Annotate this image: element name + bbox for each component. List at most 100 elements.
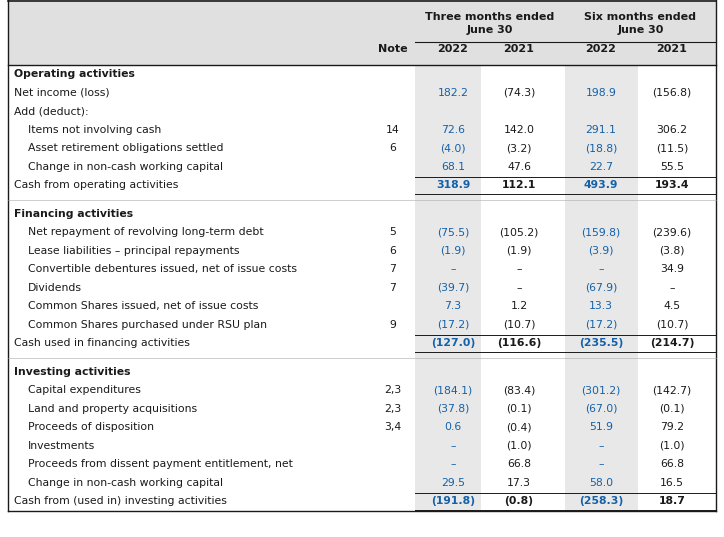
Text: (4.0): (4.0)	[440, 143, 466, 153]
Text: (0.1): (0.1)	[659, 404, 685, 413]
Text: (214.7): (214.7)	[650, 338, 694, 349]
Text: 3,4: 3,4	[384, 422, 402, 432]
Text: 318.9: 318.9	[436, 180, 470, 190]
Text: (105.2): (105.2)	[500, 227, 539, 237]
Text: Lease liabilities – principal repayments: Lease liabilities – principal repayments	[28, 246, 240, 256]
Text: (67.0): (67.0)	[585, 404, 618, 413]
Text: –: –	[598, 264, 604, 274]
Text: 72.6: 72.6	[441, 125, 465, 135]
Text: Capital expenditures: Capital expenditures	[28, 385, 141, 395]
Text: Asset retirement obligations settled: Asset retirement obligations settled	[28, 143, 224, 153]
Text: Items not involving cash: Items not involving cash	[28, 125, 161, 135]
Text: (1.0): (1.0)	[659, 441, 685, 451]
Text: 6: 6	[390, 246, 397, 256]
Text: (0.4): (0.4)	[506, 422, 532, 432]
Text: 22.7: 22.7	[589, 162, 613, 172]
Text: June 30: June 30	[467, 25, 513, 35]
Text: Change in non-cash working capital: Change in non-cash working capital	[28, 478, 223, 488]
Text: June 30: June 30	[618, 25, 664, 35]
Text: 2022: 2022	[437, 44, 468, 54]
Text: (301.2): (301.2)	[581, 385, 620, 395]
Text: (0.1): (0.1)	[506, 404, 532, 413]
Text: (1.0): (1.0)	[506, 441, 532, 451]
Text: 291.1: 291.1	[586, 125, 616, 135]
Text: (39.7): (39.7)	[437, 283, 469, 293]
Text: 2,3: 2,3	[384, 385, 402, 395]
Text: Cash used in financing activities: Cash used in financing activities	[14, 338, 190, 349]
Text: 182.2: 182.2	[437, 88, 468, 98]
Text: Cash from (used in) investing activities: Cash from (used in) investing activities	[14, 496, 227, 506]
Text: (17.2): (17.2)	[437, 320, 469, 330]
Text: Proceeds of disposition: Proceeds of disposition	[28, 422, 154, 432]
Text: (10.7): (10.7)	[502, 320, 535, 330]
Text: (258.3): (258.3)	[579, 496, 623, 506]
Text: (75.5): (75.5)	[437, 227, 469, 237]
Text: Three months ended: Three months ended	[426, 12, 555, 22]
Text: 2021: 2021	[657, 44, 687, 54]
Text: (1.9): (1.9)	[440, 246, 466, 256]
Bar	[415, 65, 481, 511]
Text: 51.9: 51.9	[589, 422, 613, 432]
Text: (18.8): (18.8)	[585, 143, 617, 153]
Text: –: –	[450, 459, 455, 469]
Text: (17.2): (17.2)	[585, 320, 617, 330]
Text: Six months ended: Six months ended	[584, 12, 696, 22]
Text: 9: 9	[390, 320, 397, 330]
Text: (11.5): (11.5)	[656, 143, 689, 153]
Text: –: –	[516, 264, 522, 274]
Text: (10.7): (10.7)	[656, 320, 689, 330]
Text: 7: 7	[390, 264, 397, 274]
Text: 0.6: 0.6	[445, 422, 462, 432]
Text: (1.9): (1.9)	[506, 246, 531, 256]
Text: (74.3): (74.3)	[502, 88, 535, 98]
Text: Net income (loss): Net income (loss)	[14, 88, 109, 98]
Text: Common Shares purchased under RSU plan: Common Shares purchased under RSU plan	[28, 320, 267, 330]
Text: Dividends: Dividends	[28, 283, 82, 293]
Text: 5: 5	[390, 227, 397, 237]
Text: –: –	[450, 264, 455, 274]
Text: 4.5: 4.5	[663, 301, 681, 311]
Text: Convertible debentures issued, net of issue costs: Convertible debentures issued, net of is…	[28, 264, 297, 274]
Text: 17.3: 17.3	[507, 478, 531, 488]
Text: 13.3: 13.3	[589, 301, 613, 311]
Text: 7.3: 7.3	[445, 301, 462, 311]
Text: Add (deduct):: Add (deduct):	[14, 106, 88, 116]
Text: Cash from operating activities: Cash from operating activities	[14, 180, 178, 190]
Text: (142.7): (142.7)	[652, 385, 691, 395]
Text: Land and property acquisitions: Land and property acquisitions	[28, 404, 197, 413]
Text: –: –	[669, 283, 675, 293]
Text: 112.1: 112.1	[502, 180, 536, 190]
Text: 198.9: 198.9	[586, 88, 616, 98]
Text: 58.0: 58.0	[589, 478, 613, 488]
Text: Note: Note	[378, 44, 408, 54]
Text: –: –	[516, 283, 522, 293]
Text: 79.2: 79.2	[660, 422, 684, 432]
Text: (3.2): (3.2)	[506, 143, 531, 153]
Text: (0.8): (0.8)	[505, 496, 534, 506]
Text: 47.6: 47.6	[507, 162, 531, 172]
Text: 29.5: 29.5	[441, 478, 465, 488]
Text: 142.0: 142.0	[503, 125, 534, 135]
Text: Investing activities: Investing activities	[14, 367, 130, 377]
Text: Operating activities: Operating activities	[14, 69, 135, 79]
Text: Net repayment of revolving long-term debt: Net repayment of revolving long-term deb…	[28, 227, 264, 237]
Text: Change in non-cash working capital: Change in non-cash working capital	[28, 162, 223, 172]
Text: 2021: 2021	[504, 44, 534, 54]
Text: 7: 7	[390, 283, 397, 293]
Text: (127.0): (127.0)	[431, 338, 475, 349]
Text: –: –	[598, 441, 604, 451]
Text: 66.8: 66.8	[660, 459, 684, 469]
Text: 493.9: 493.9	[584, 180, 618, 190]
Text: (235.5): (235.5)	[579, 338, 623, 349]
Text: (239.6): (239.6)	[652, 227, 691, 237]
Text: 16.5: 16.5	[660, 478, 684, 488]
Text: (159.8): (159.8)	[581, 227, 620, 237]
Text: Financing activities: Financing activities	[14, 209, 133, 219]
Text: 193.4: 193.4	[654, 180, 689, 190]
Text: 6: 6	[390, 143, 397, 153]
Text: Common Shares issued, net of issue costs: Common Shares issued, net of issue costs	[28, 301, 258, 311]
Text: –: –	[598, 459, 604, 469]
Text: (116.6): (116.6)	[497, 338, 541, 349]
Bar	[565, 65, 638, 511]
Text: Proceeds from dissent payment entitlement, net: Proceeds from dissent payment entitlemen…	[28, 459, 293, 469]
